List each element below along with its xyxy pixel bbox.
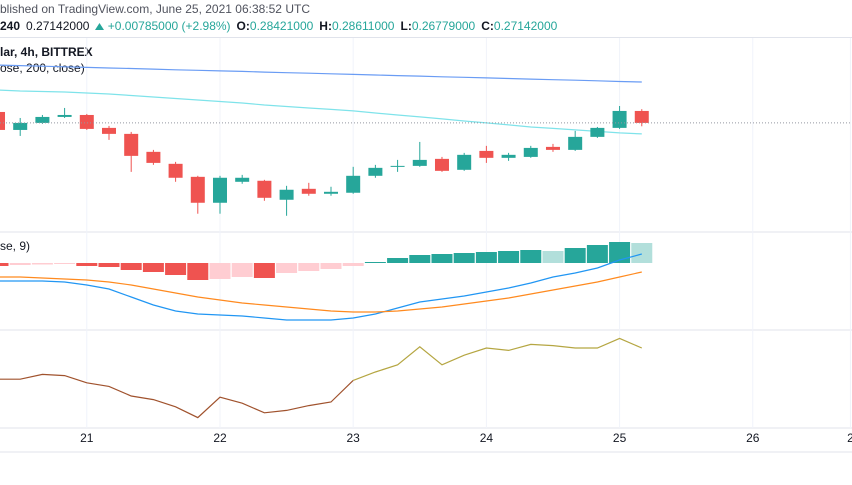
macd-histogram-bar: [320, 263, 342, 269]
macd-histogram-bar: [9, 263, 31, 265]
x-tick-label: 25: [613, 431, 627, 445]
candle-body: [412, 159, 427, 166]
candle-body: [368, 167, 383, 176]
macd-line: [0, 253, 642, 321]
macd-histogram-bar: [31, 263, 53, 265]
ohlc-value: 0.26779000: [411, 19, 476, 33]
candle-body: [235, 177, 250, 182]
macd-histogram-bar: [276, 263, 298, 273]
macd-histogram-bar: [520, 250, 542, 263]
up-triangle: [95, 23, 105, 31]
macd-histogram-bar: [120, 263, 142, 270]
candle-body: [146, 151, 161, 163]
candle-body: [79, 114, 94, 129]
ohlc-label: C:: [481, 19, 494, 33]
candle-body: [590, 127, 605, 137]
candle-body: [434, 158, 449, 171]
candle-body: [35, 116, 50, 123]
interval: 240: [0, 19, 21, 33]
moving-average: [0, 89, 642, 135]
candle-body: [479, 150, 494, 158]
ohlc-value: 0.27142000: [493, 19, 558, 33]
moving-average: [0, 64, 642, 83]
macd-histogram-bar: [253, 263, 275, 278]
candle-body: [124, 133, 139, 156]
candle-body: [13, 122, 28, 130]
candle-body: [212, 177, 227, 203]
macd-legend: se, 9): [0, 239, 30, 253]
candle-body: [57, 114, 72, 117]
candle-body: [323, 191, 338, 194]
change: +0.00785000 (+2.98%): [95, 19, 231, 33]
x-tick-label: 2: [847, 431, 852, 445]
candle-body: [190, 176, 205, 203]
ohlc-label: O:: [236, 19, 250, 33]
candle-body: [390, 165, 405, 167]
macd-histogram-bar: [475, 252, 497, 263]
candle-body: [257, 180, 272, 198]
candle-body: [168, 163, 183, 178]
macd-histogram-bar: [98, 263, 120, 267]
candle-body: [501, 154, 516, 158]
macd-histogram-bar: [498, 251, 520, 263]
macd-histogram-bar: [342, 263, 364, 266]
candle-body: [346, 175, 361, 193]
macd-histogram-bar: [453, 253, 475, 263]
macd-histogram-bar: [609, 242, 631, 263]
ohlc: O: 0.28421000 H: 0.28611000 L: 0.26779000 C: 0.…: [237, 19, 564, 33]
macd-histogram-bar: [165, 263, 187, 275]
candle-body: [523, 147, 538, 157]
macd-histogram-bar: [298, 263, 320, 271]
grid: [86, 38, 851, 428]
last-price: 0.27142000: [26, 19, 90, 33]
publish-info: blished on TradingView.com, June 25, 202…: [0, 2, 310, 16]
macd-histogram-bar: [409, 255, 431, 263]
candle-body: [301, 188, 316, 194]
macd-histogram-bar: [431, 254, 453, 263]
macd-histogram-bar: [586, 245, 608, 263]
candle-body: [457, 154, 472, 170]
oscillator-line: [352, 337, 643, 381]
x-tick-label: 21: [80, 431, 94, 445]
macd-histogram-bar: [631, 243, 653, 263]
x-tick-label: 24: [480, 431, 494, 445]
macd-histogram-bar: [0, 263, 9, 266]
ohlc-value: 0.28421000: [249, 19, 314, 33]
candle-body: [545, 146, 560, 150]
header: blished on TradingView.com, June 25, 202…: [0, 0, 852, 38]
quote-line: 240 0.27142000 +0.00785000 (+2.98%) O: 0.…: [0, 19, 563, 33]
macd-histogram-bar: [142, 263, 164, 272]
macd-histogram-bar: [231, 263, 253, 277]
macd-line: [0, 271, 642, 313]
macd-histogram-bar: [387, 258, 409, 263]
oscillator-line: [0, 373, 354, 419]
candle-body: [634, 110, 649, 123]
macd-histogram-bar: [564, 248, 586, 263]
macd-histogram-bar: [76, 263, 98, 266]
candle-body: [612, 110, 627, 128]
x-tick-label: 26: [746, 431, 760, 445]
x-tick-label: 22: [213, 431, 227, 445]
macd-histogram-bar: [542, 251, 564, 263]
macd-histogram-bar: [187, 263, 209, 280]
candle-body: [279, 189, 294, 200]
ohlc-label: H:: [319, 19, 332, 33]
macd-histogram-bar: [364, 262, 386, 263]
macd-histogram-bar: [209, 263, 231, 279]
ma-legend: ose, 200, close): [0, 61, 85, 75]
ohlc-label: L:: [400, 19, 412, 33]
candle-body: [568, 136, 583, 150]
change-text: +0.00785000 (+2.98%): [107, 19, 231, 33]
macd-histogram-bar: [54, 263, 76, 264]
x-tick-label: 23: [347, 431, 361, 445]
candle-body: [0, 111, 6, 130]
symbol-legend: lar, 4h, BITTREX: [0, 45, 93, 59]
candle-body: [101, 127, 116, 134]
ohlc-value: 0.28611000: [331, 19, 395, 33]
